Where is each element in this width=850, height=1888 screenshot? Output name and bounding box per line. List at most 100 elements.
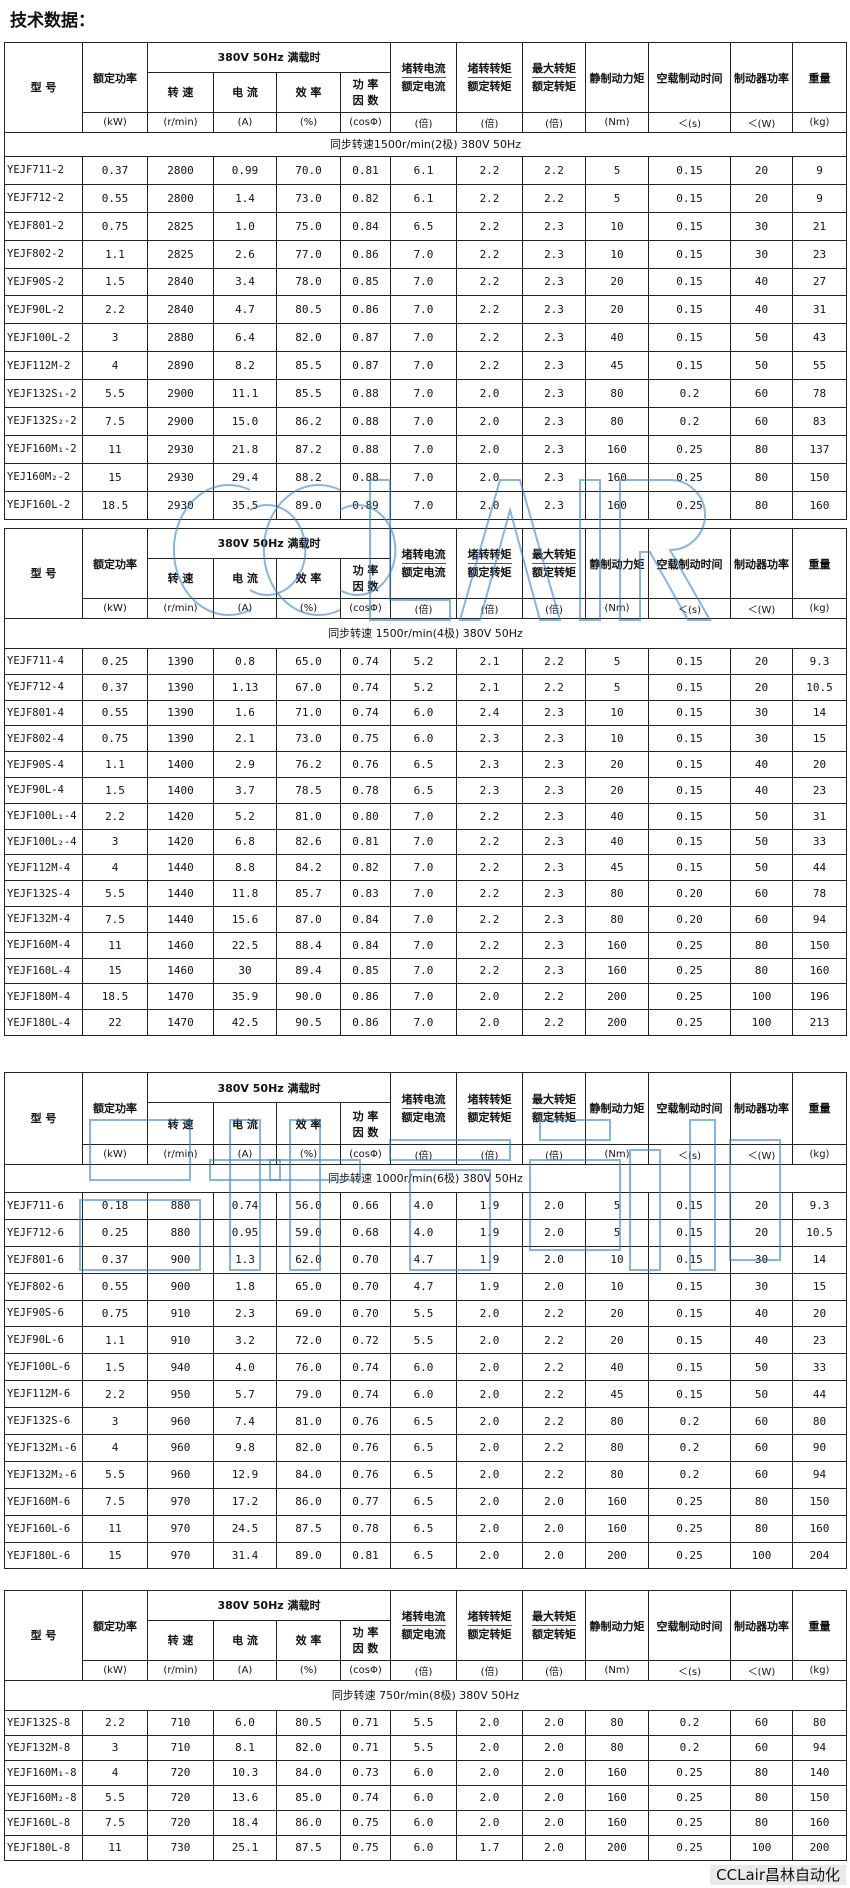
table-row: YEJF160M-4 11 1460 22.5 88.4 0.84 7.0 2.2 2.3 160…: [4, 931, 847, 959]
value-cell: 0.25: [648, 1541, 731, 1570]
value-cell: 65.0: [276, 647, 341, 675]
value-cell: 0.95: [213, 1218, 277, 1247]
value-cell: 1.5: [82, 776, 148, 804]
header-unit: (%): [276, 1143, 341, 1165]
value-cell: 40: [585, 802, 649, 830]
value-cell: 2.3: [522, 267, 586, 297]
value-cell: 2.0: [456, 1759, 523, 1786]
value-cell: 60: [730, 379, 793, 408]
value-cell: 2.0: [522, 1809, 586, 1836]
table-row: YEJF112M-2 4 2890 8.2 85.5 0.87 7.0 2.2 2.3 45 0.1…: [4, 351, 847, 381]
value-cell: 10: [585, 699, 649, 727]
table-row: YEJF90S-4 1.1 1400 2.9 76.2 0.76 6.5 2.3 2.3 20 0.…: [4, 751, 847, 778]
header-locked-current-ratio: 堵转电流 额定电流: [390, 1072, 457, 1145]
header-rated-power: 额定功率: [82, 527, 148, 600]
model-cell: YEJF801-2: [4, 211, 83, 241]
header-unit: (A): [213, 112, 277, 133]
header-unit: (Nm): [585, 598, 649, 619]
value-cell: 0.15: [648, 828, 731, 856]
value-cell: 6.0: [390, 1784, 457, 1811]
value-cell: 2.2: [456, 802, 523, 830]
header-current: 电 流: [213, 1619, 277, 1662]
value-cell: 160: [585, 931, 649, 959]
sync-speed-row: 同步转速 1000r/min(6极) 380V 50Hz: [4, 1163, 847, 1193]
value-cell: 0.15: [648, 1380, 731, 1409]
value-cell: 5: [585, 673, 649, 701]
ratio-denominator: 额定转矩: [467, 566, 512, 580]
value-cell: 160: [792, 1809, 847, 1836]
value-cell: 30: [213, 957, 277, 985]
value-cell: 7.0: [390, 379, 457, 408]
value-cell: 0.82: [340, 854, 391, 882]
value-cell: 80: [585, 905, 649, 933]
value-cell: 80: [730, 1759, 793, 1786]
ratio-denominator: 额定转矩: [467, 1628, 512, 1642]
value-cell: 2.1: [456, 647, 523, 675]
value-cell: 7.0: [390, 434, 457, 464]
value-cell: 0.75: [82, 725, 148, 753]
value-cell: 0.70: [340, 1245, 391, 1274]
value-cell: 60: [730, 1407, 793, 1435]
header-speed: 转 速: [147, 1619, 214, 1662]
header-unit: (倍): [456, 1143, 523, 1165]
value-cell: 7.0: [390, 351, 457, 381]
value-cell: 20: [730, 673, 793, 701]
header-unit: ＜(s): [648, 112, 731, 133]
value-cell: 87.2: [276, 434, 341, 464]
value-cell: 2.3: [522, 239, 586, 269]
value-cell: 3: [82, 1734, 148, 1761]
spec-table: 型 号额定功率 380V 50Hz 满载时 堵转电流 额定电流 堵转转矩 额定转矩 最大转矩…: [4, 527, 847, 1036]
value-cell: 0.55: [82, 183, 148, 213]
value-cell: 720: [147, 1809, 214, 1836]
value-cell: 2.3: [456, 751, 523, 778]
header-brake-time: 空载制动时间: [648, 41, 731, 114]
ratio-denominator: 额定转矩: [532, 1628, 576, 1642]
table-row: YEJF132S-6 3 960 7.4 81.0 0.76 6.5 2.0 2.2 80 0.2 6…: [4, 1407, 847, 1435]
table-row: YEJF160L-8 7.5 720 18.4 86.0 0.75 6.0 2.0 2.0 160…: [4, 1809, 847, 1836]
header-full-load-group: 380V 50Hz 满载时: [147, 42, 391, 73]
value-cell: 80: [730, 1809, 793, 1836]
value-cell: 0.2: [648, 1407, 731, 1435]
value-cell: 90.5: [276, 1009, 341, 1036]
header-full-load-group: 380V 50Hz 满载时: [147, 1071, 391, 1104]
value-cell: 2.2: [522, 155, 586, 185]
model-cell: YEJF112M-4: [4, 854, 83, 882]
value-cell: 0.15: [648, 323, 731, 353]
table-row: YEJF132M₂-6 5.5 960 12.9 84.0 0.76 6.5 2.0 2.2 80…: [4, 1460, 847, 1489]
value-cell: 2.2: [456, 267, 523, 297]
value-cell: 7.5: [82, 905, 148, 933]
value-cell: 40: [585, 828, 649, 856]
value-cell: 60: [730, 1734, 793, 1761]
header-unit: (%): [276, 598, 341, 619]
header-unit: (r/min): [147, 1660, 214, 1681]
value-cell: 0.25: [648, 983, 731, 1011]
header-unit: (cosΦ): [340, 112, 391, 133]
value-cell: 2.0: [456, 1460, 523, 1489]
value-cell: 5: [585, 183, 649, 213]
value-cell: 2.2: [456, 880, 523, 907]
header-speed: 转 速: [147, 1102, 214, 1145]
value-cell: 76.2: [276, 751, 341, 778]
header-unit: (倍): [390, 1143, 457, 1165]
ratio-numerator: 堵转电流: [401, 546, 446, 565]
table-row: YEJF132M₁-6 4 960 9.8 82.0 0.76 6.5 2.0 2.2 80 0.2…: [4, 1434, 847, 1462]
value-cell: 200: [792, 1834, 847, 1861]
value-cell: 710: [147, 1709, 214, 1736]
value-cell: 30: [730, 239, 793, 269]
value-cell: 0.75: [340, 725, 391, 753]
value-cell: 0.25: [82, 647, 148, 675]
value-cell: 0.15: [648, 647, 731, 675]
value-cell: 2.2: [522, 673, 586, 701]
value-cell: 200: [585, 1834, 649, 1861]
value-cell: 1420: [147, 828, 214, 856]
value-cell: 6.0: [390, 1380, 457, 1409]
header-unit: (A): [213, 1660, 277, 1681]
value-cell: 73.0: [276, 183, 341, 213]
value-cell: 24.5: [213, 1514, 277, 1543]
value-cell: 6.0: [390, 699, 457, 727]
model-cell: YEJF132S-6: [4, 1407, 83, 1435]
value-cell: 76.0: [276, 1353, 341, 1382]
table-row: YEJF100L₁-4 2.2 1420 5.2 81.0 0.80 7.0 2.2 2.3 40…: [4, 802, 847, 830]
model-cell: YEJF132S₁-2: [4, 379, 83, 408]
value-cell: 970: [147, 1487, 214, 1516]
